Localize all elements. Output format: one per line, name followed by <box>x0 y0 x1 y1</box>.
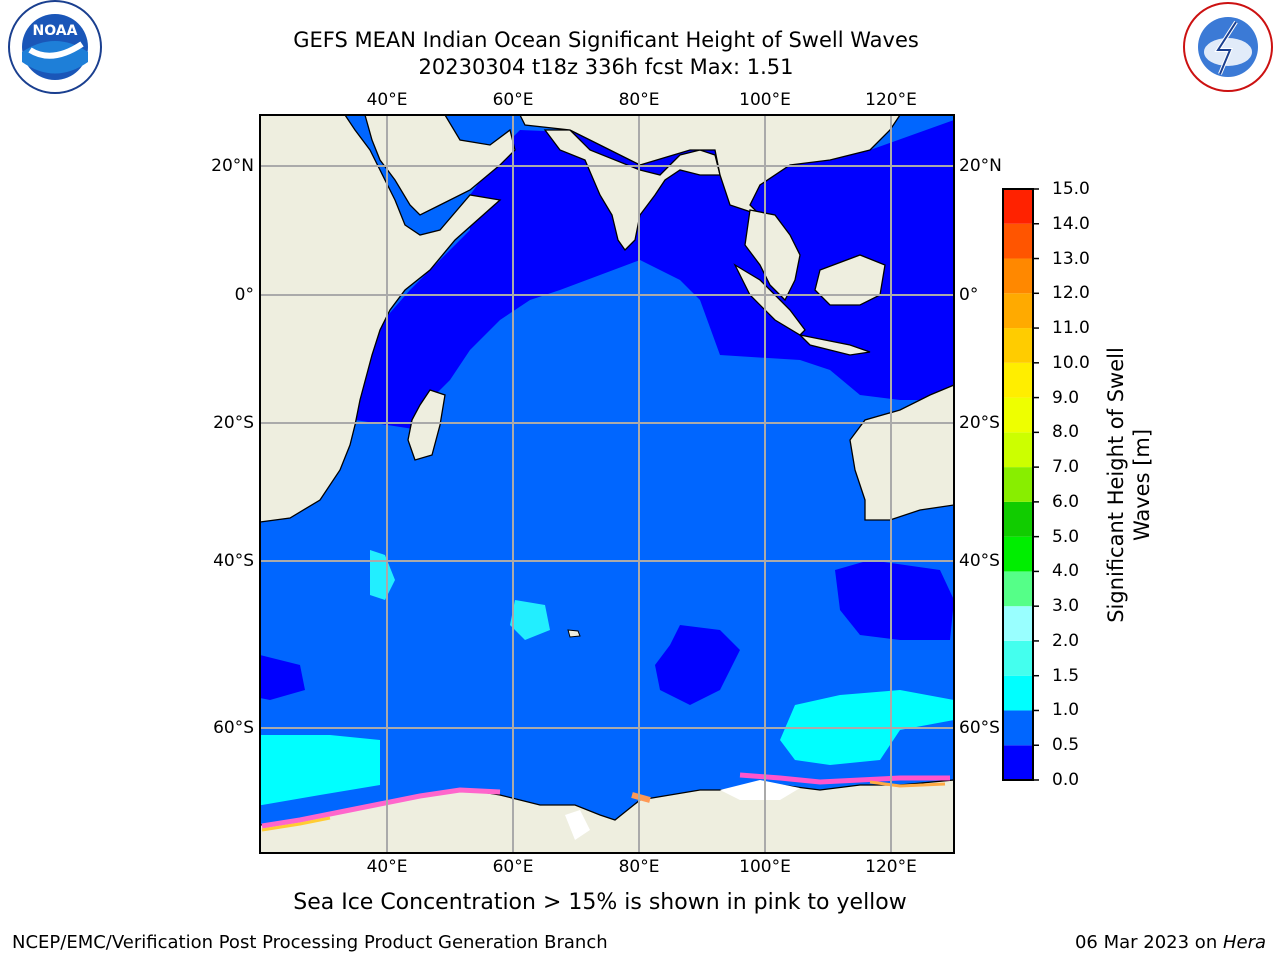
colorbar-swatch <box>1003 328 1033 363</box>
lat-label-left-60s: 60°S <box>213 718 254 738</box>
colorbar-swatch <box>1003 536 1033 572</box>
lat-label-right-20s: 20°S <box>959 413 1000 433</box>
colorbar-tick-label: 14.0 <box>1052 213 1090 234</box>
lon-label-bottom-80e: 80°E <box>618 857 660 877</box>
sea-ice-edge <box>261 772 950 832</box>
colorbar-tick-label: 10.0 <box>1052 352 1090 373</box>
colorbar-swatch <box>1003 710 1033 746</box>
nws-logo <box>1183 2 1273 92</box>
colorbar-tick-label: 2.0 <box>1052 630 1080 651</box>
colorbar-tick-label: 4.0 <box>1052 561 1080 582</box>
lat-label-left-0: 0° <box>234 285 254 305</box>
colorbar-tick-label: 13.0 <box>1052 248 1090 269</box>
colorbar-swatch <box>1003 397 1033 433</box>
map-caption: Sea Ice Concentration > 15% is shown in … <box>0 890 1280 915</box>
lat-label-right-60s: 60°S <box>959 718 1000 738</box>
colorbar-swatch <box>1003 293 1033 329</box>
colorbar-swatch <box>1003 606 1033 641</box>
lon-label-bottom-40e: 40°E <box>366 857 408 877</box>
lat-label-right-20n: 20°N <box>959 156 1002 176</box>
noaa-logo: NOAA <box>8 0 102 94</box>
chart-subtitle: 20230304 t18z 336h fcst Max: 1.51 <box>418 55 794 79</box>
colorbar-swatch <box>1003 467 1033 502</box>
colorbar-swatch <box>1003 675 1033 711</box>
colorbar-tick-label: 12.0 <box>1052 283 1090 304</box>
colorbar-swatch <box>1003 432 1033 468</box>
colorbar-ticks <box>1033 188 1039 781</box>
colorbar-tick-label: 1.0 <box>1052 700 1080 721</box>
colorbar-frame <box>1002 188 1034 781</box>
lon-label-bottom-60e: 60°E <box>492 857 534 877</box>
lon-label-top-80e: 80°E <box>618 90 660 110</box>
lat-label-left-20n: 20°N <box>211 156 254 176</box>
colorbar-title-line1: Significant Height of Swell <box>1104 347 1128 623</box>
footer-date: 06 Mar 2023 on Hera <box>1075 932 1266 953</box>
lat-label-left-20s: 20°S <box>213 413 254 433</box>
caption-text: Sea Ice Concentration > 15% is shown in … <box>293 890 907 915</box>
lon-label-top-40e: 40°E <box>366 90 408 110</box>
colorbar-swatch <box>1003 745 1033 780</box>
colorbar-swatch <box>1003 258 1033 294</box>
colorbar-tick-label: 15.0 <box>1052 179 1090 199</box>
colorbar-tick-label: 8.0 <box>1052 422 1080 443</box>
colorbar-tick-label: 5.0 <box>1052 526 1080 547</box>
colorbar-swatch <box>1003 189 1033 224</box>
lon-label-bottom-100e: 100°E <box>739 857 791 877</box>
footer-host: Hera <box>1222 932 1266 953</box>
colorbar-tick-label: 0.0 <box>1052 770 1080 790</box>
colorbar-tick-label: 0.5 <box>1052 735 1080 756</box>
map-grid <box>260 115 954 853</box>
lon-label-bottom-120e: 120°E <box>865 857 917 877</box>
colorbar-tick-label: 7.0 <box>1052 457 1080 478</box>
colorbar-swatch <box>1003 223 1033 259</box>
lon-label-top-100e: 100°E <box>739 90 791 110</box>
footer-credit: NCEP/EMC/Verification Post Processing Pr… <box>12 932 608 953</box>
chart-title: GEFS MEAN Indian Ocean Significant Heigh… <box>293 28 919 52</box>
colorbar-swatch <box>1003 640 1033 676</box>
lon-label-top-60e: 60°E <box>492 90 534 110</box>
colorbar-swatch <box>1003 571 1033 607</box>
footer-date-text: 06 Mar 2023 on <box>1074 932 1223 953</box>
colorbar-tick-label: 6.0 <box>1052 491 1080 512</box>
noaa-logo-text: NOAA <box>33 23 78 39</box>
colorbar-swatch <box>1003 362 1033 398</box>
colorbar-title-line2: Waves [m] <box>1130 428 1154 542</box>
lat-label-right-40s: 40°S <box>959 551 1000 571</box>
colorbar-tick-label: 1.5 <box>1052 665 1080 686</box>
colorbar-swatch <box>1003 501 1033 537</box>
lat-label-left-40s: 40°S <box>213 551 254 571</box>
lat-label-right-0: 0° <box>959 285 979 305</box>
colorbar-tick-label: 3.0 <box>1052 596 1080 617</box>
colorbar-tick-label: 11.0 <box>1052 318 1090 339</box>
colorbar-title: Significant Height of Swell Waves [m] <box>1103 347 1155 623</box>
lon-label-top-120e: 120°E <box>865 90 917 110</box>
colorbar <box>1003 189 1033 780</box>
colorbar-tick-label: 9.0 <box>1052 387 1080 408</box>
